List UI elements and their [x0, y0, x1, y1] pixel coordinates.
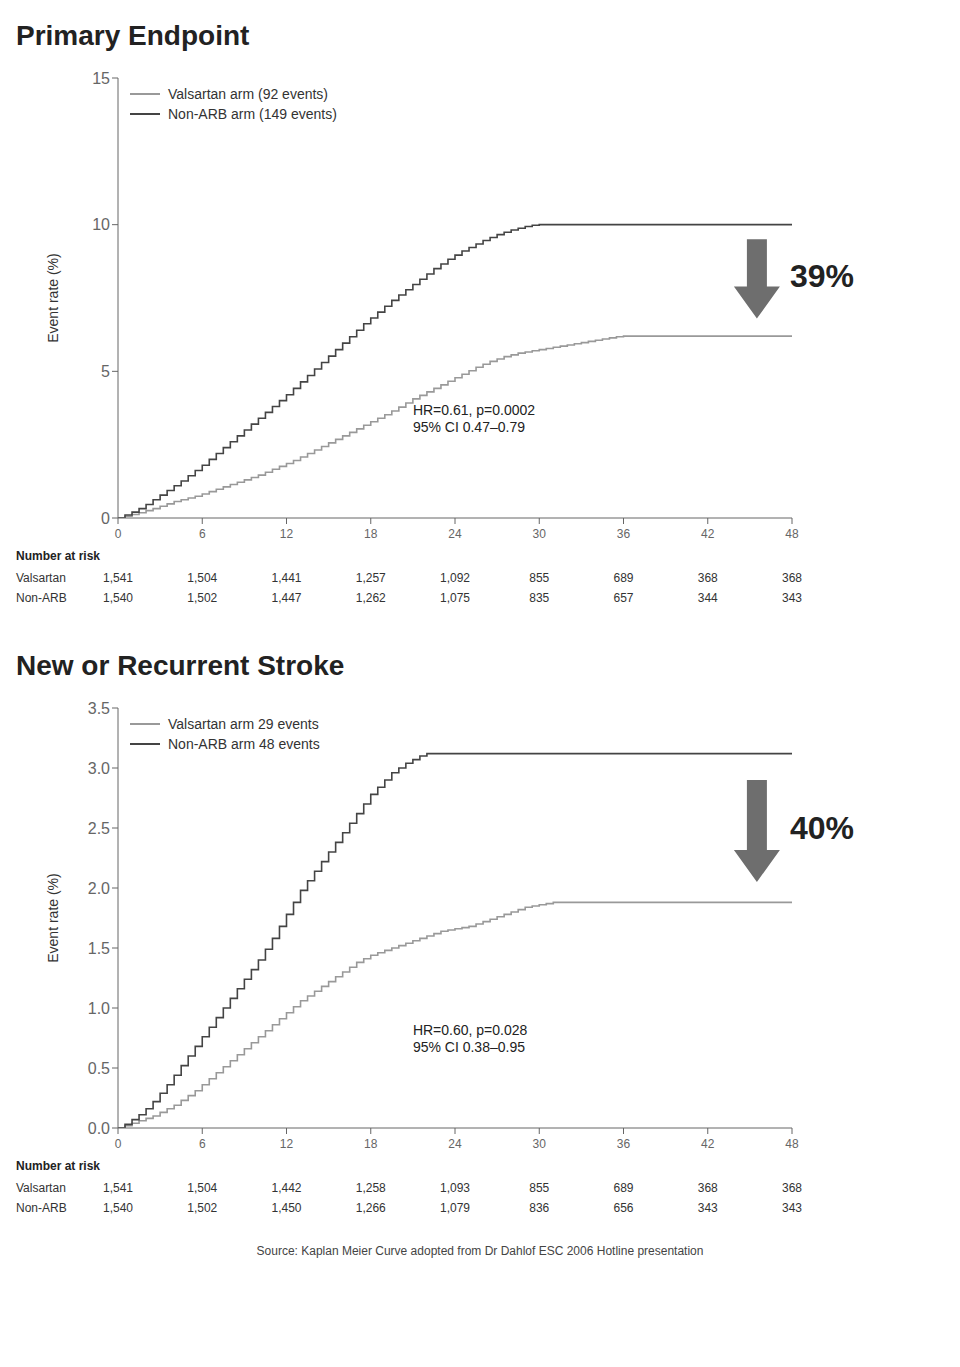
html-text:Non-ARB arm 48 events: Non-ARB arm 48 events [168, 736, 320, 752]
svg-text:Valsartan: Valsartan [16, 571, 66, 585]
svg-text:1,079: 1,079 [440, 1201, 470, 1215]
svg-text:344: 344 [698, 591, 718, 605]
svg-text:2.0: 2.0 [88, 880, 110, 897]
svg-text:10: 10 [92, 216, 110, 233]
html-text:Source: Kaplan Meier Curve ado: Source: Kaplan Meier Curve adopted from … [256, 1244, 704, 1258]
svg-text:Non-ARB: Non-ARB [16, 1201, 67, 1215]
svg-text:1,540: 1,540 [103, 591, 133, 605]
svg-text:42: 42 [701, 1137, 715, 1151]
svg-text:HR=0.60, p=0.02895% CI 0.38–0.: HR=0.60, p=0.02895% CI 0.38–0.95 [413, 1022, 528, 1055]
svg-text:39%: 39% [790, 258, 854, 294]
svg-text:1,092: 1,092 [440, 571, 470, 585]
svg-text:1.0: 1.0 [88, 1000, 110, 1017]
svg-text:1,447: 1,447 [271, 591, 301, 605]
svg-text:Non-ARB: Non-ARB [16, 591, 67, 605]
svg-text:689: 689 [613, 1181, 633, 1195]
svg-text:0: 0 [115, 1137, 122, 1151]
svg-text:12: 12 [280, 1137, 294, 1151]
svg-text:835: 835 [529, 591, 549, 605]
svg-text:1,266: 1,266 [356, 1201, 386, 1215]
svg-text:1,075: 1,075 [440, 591, 470, 605]
svg-text:HR=0.61, p=0.000295% CI 0.47–0: HR=0.61, p=0.000295% CI 0.47–0.79 [413, 402, 535, 435]
svg-text:1,541: 1,541 [103, 1181, 133, 1195]
svg-text:1,257: 1,257 [356, 571, 386, 585]
svg-text:689: 689 [613, 571, 633, 585]
svg-text:368: 368 [782, 1181, 802, 1195]
svg-text:1,093: 1,093 [440, 1181, 470, 1195]
svg-text:1,540: 1,540 [103, 1201, 133, 1215]
svg-text:5: 5 [101, 363, 110, 380]
svg-text:855: 855 [529, 1181, 549, 1195]
html-text:Primary Endpoint: Primary Endpoint [16, 20, 250, 51]
svg-text:1,541: 1,541 [103, 571, 133, 585]
svg-text:1.5: 1.5 [88, 940, 110, 957]
svg-text:6: 6 [199, 1137, 206, 1151]
svg-text:836: 836 [529, 1201, 549, 1215]
svg-text:30: 30 [533, 527, 547, 541]
svg-text:0.0: 0.0 [88, 1120, 110, 1137]
svg-text:Number at risk: Number at risk [16, 549, 100, 563]
svg-text:42: 42 [701, 527, 715, 541]
svg-text:12: 12 [280, 527, 294, 541]
svg-text:0.5: 0.5 [88, 1060, 110, 1077]
svg-text:368: 368 [782, 571, 802, 585]
svg-text:Valsartan: Valsartan [16, 1181, 66, 1195]
svg-text:656: 656 [613, 1201, 633, 1215]
svg-text:3.0: 3.0 [88, 760, 110, 777]
svg-text:36: 36 [617, 527, 631, 541]
svg-text:368: 368 [698, 1181, 718, 1195]
svg-text:3.5: 3.5 [88, 700, 110, 717]
svg-text:0: 0 [115, 527, 122, 541]
svg-text:Event rate (%): Event rate (%) [45, 873, 61, 962]
svg-text:343: 343 [782, 591, 802, 605]
svg-text:1,502: 1,502 [187, 1201, 217, 1215]
svg-text:1,502: 1,502 [187, 591, 217, 605]
svg-text:18: 18 [364, 1137, 378, 1151]
svg-text:48: 48 [785, 1137, 799, 1151]
svg-text:36: 36 [617, 1137, 631, 1151]
svg-text:1,262: 1,262 [356, 591, 386, 605]
svg-text:15: 15 [92, 70, 110, 87]
svg-text:0: 0 [101, 510, 110, 527]
svg-text:1,504: 1,504 [187, 571, 217, 585]
html-text:New or Recurrent Stroke: New or Recurrent Stroke [16, 650, 345, 681]
svg-text:48: 48 [785, 527, 799, 541]
svg-text:40%: 40% [790, 810, 854, 846]
svg-text:30: 30 [533, 1137, 547, 1151]
svg-text:6: 6 [199, 527, 206, 541]
svg-text:Number at risk: Number at risk [16, 1159, 100, 1173]
html-text:Valsartan arm 29 events: Valsartan arm 29 events [168, 716, 319, 732]
svg-text:1,441: 1,441 [271, 571, 301, 585]
svg-text:343: 343 [698, 1201, 718, 1215]
svg-text:657: 657 [613, 591, 633, 605]
svg-text:1,504: 1,504 [187, 1181, 217, 1195]
svg-text:18: 18 [364, 527, 378, 541]
html-text:Non-ARB arm (149 events): Non-ARB arm (149 events) [168, 106, 337, 122]
svg-text:343: 343 [782, 1201, 802, 1215]
svg-text:Event rate (%): Event rate (%) [45, 253, 61, 342]
html-text:Valsartan arm (92 events): Valsartan arm (92 events) [168, 86, 328, 102]
svg-text:24: 24 [448, 527, 462, 541]
svg-text:2.5: 2.5 [88, 820, 110, 837]
svg-text:1,442: 1,442 [271, 1181, 301, 1195]
svg-text:855: 855 [529, 571, 549, 585]
svg-text:1,258: 1,258 [356, 1181, 386, 1195]
svg-text:1,450: 1,450 [271, 1201, 301, 1215]
svg-text:24: 24 [448, 1137, 462, 1151]
svg-text:368: 368 [698, 571, 718, 585]
